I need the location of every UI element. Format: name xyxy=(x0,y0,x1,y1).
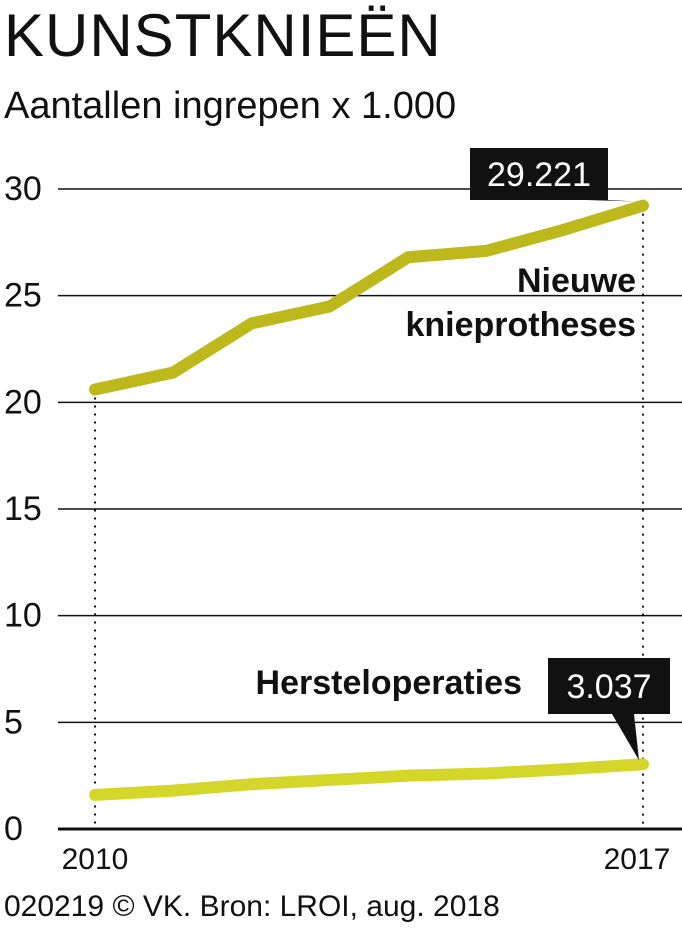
series-label: Hersteloperaties xyxy=(256,664,522,702)
data-point xyxy=(93,388,97,392)
chart-title: KUNSTKNIEËN xyxy=(4,2,442,69)
data-point xyxy=(328,304,332,308)
y-tick-label: 5 xyxy=(4,703,23,741)
data-point xyxy=(93,793,97,797)
data-point xyxy=(250,321,254,325)
dotted-guides xyxy=(94,205,644,829)
data-point xyxy=(484,772,488,776)
data-point xyxy=(406,774,410,778)
y-tick-label: 20 xyxy=(4,383,42,421)
value-callout-box xyxy=(470,148,608,200)
series-points xyxy=(93,204,645,797)
series-label: Nieuwe xyxy=(517,262,636,300)
value-callouts: 29.221 3.037 xyxy=(470,148,670,761)
data-point xyxy=(406,255,410,259)
series-labels: Nieuwe knieprotheses Hersteloperaties xyxy=(256,262,636,702)
value-callout-label: 3.037 xyxy=(566,668,651,706)
data-point xyxy=(328,778,332,782)
line-chart: 0 5 10 15 20 25 30 Nieuwe knieprotheses Herstelo… xyxy=(4,148,682,876)
data-point xyxy=(250,782,254,786)
source-note: 020219 © VK. Bron: LROI, aug. 2018 xyxy=(4,890,500,923)
value-callout-box xyxy=(548,658,670,714)
series-label: knieprotheses xyxy=(405,306,636,344)
chart-subtitle: Aantallen ingrepen x 1.000 xyxy=(4,85,457,127)
series-line xyxy=(89,758,649,801)
value-callout-tail xyxy=(612,714,639,761)
x-axis-ticks: 2010 2017 xyxy=(62,843,671,876)
y-tick-label: 15 xyxy=(4,490,42,528)
x-tick-label: 2017 xyxy=(604,843,671,876)
data-point xyxy=(171,370,175,374)
y-tick-label: 10 xyxy=(4,597,42,635)
value-callout-label: 29.221 xyxy=(487,156,591,194)
y-tick-label: 0 xyxy=(4,810,23,848)
series-lines xyxy=(89,199,649,801)
data-point xyxy=(641,762,645,766)
data-point xyxy=(484,249,488,253)
data-point xyxy=(563,767,567,771)
y-tick-label: 30 xyxy=(4,170,42,208)
y-axis-ticks: 0 5 10 15 20 25 30 xyxy=(4,170,42,848)
x-tick-label: 2010 xyxy=(62,843,129,876)
y-tick-label: 25 xyxy=(4,277,42,315)
series-line xyxy=(89,199,649,396)
value-callout-tail xyxy=(586,200,639,202)
data-point xyxy=(563,228,567,232)
data-point xyxy=(171,789,175,793)
data-point xyxy=(641,204,645,208)
